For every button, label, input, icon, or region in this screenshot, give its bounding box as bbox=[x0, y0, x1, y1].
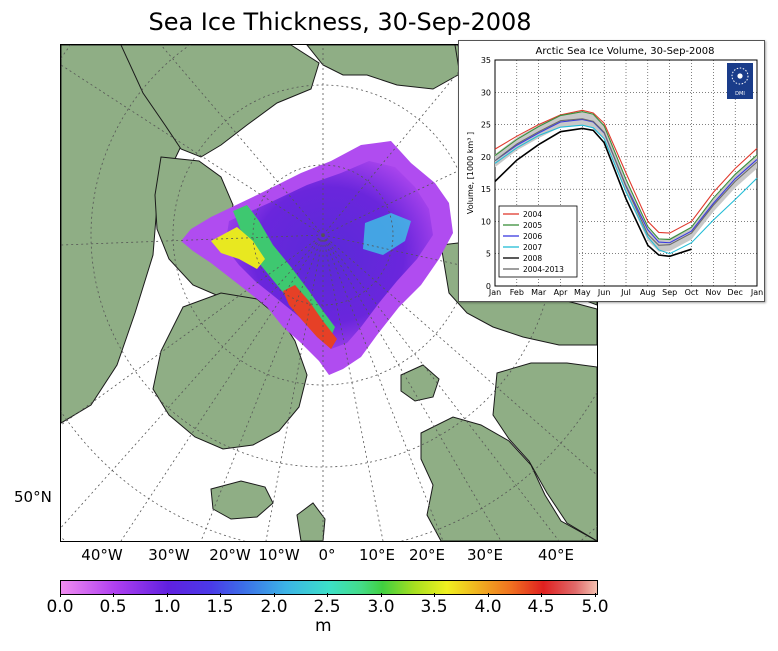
colorbar-tick bbox=[113, 593, 114, 597]
series-line-2005 bbox=[494, 111, 758, 241]
colorbar-label: 3.5 bbox=[420, 597, 448, 617]
mean-range-band bbox=[495, 112, 757, 252]
lon-label-20e: 20°E bbox=[408, 546, 446, 564]
dmi-logo-stars-icon bbox=[731, 67, 749, 85]
colorbar-unit: m bbox=[315, 616, 332, 636]
dmi-logo-box bbox=[727, 63, 753, 99]
sea-ice-yellow bbox=[211, 227, 265, 269]
series-line-2007 bbox=[494, 124, 758, 255]
colorbar-tick bbox=[488, 593, 489, 597]
x-tick-label: Jan bbox=[750, 288, 763, 297]
x-tick-label: Oct bbox=[685, 288, 699, 297]
x-tick-label: Nov bbox=[706, 288, 722, 297]
sea-ice bbox=[181, 141, 453, 375]
colorbar-tick bbox=[434, 593, 435, 597]
y-tick-label: 25 bbox=[481, 121, 491, 130]
axis-layer: Jan Feb Mar Apr May Jun Jul Aug Sep Oct Nov Dec Jan0… bbox=[481, 56, 763, 297]
series-line-2004-2013 bbox=[494, 118, 758, 246]
legend-label: 2004-2013 bbox=[523, 265, 564, 274]
x-tick-label: Dec bbox=[727, 288, 742, 297]
land-iceland bbox=[210, 480, 274, 520]
colorbar-tick bbox=[220, 593, 221, 597]
series-line-2008 bbox=[494, 127, 692, 258]
x-tick-label: Aug bbox=[640, 288, 656, 297]
sea-ice-cyan bbox=[363, 213, 411, 255]
colorbar-label: 0.0 bbox=[46, 597, 74, 617]
x-tick-label: May bbox=[574, 288, 591, 297]
colorbar-tick bbox=[274, 593, 275, 597]
colorbar-tick bbox=[595, 593, 596, 597]
colorbar-tick bbox=[541, 593, 542, 597]
land-uk bbox=[296, 502, 326, 541]
legend-box bbox=[498, 205, 578, 278]
x-tick-label: Apr bbox=[554, 288, 569, 297]
colorbar-tick bbox=[167, 593, 168, 597]
legend: 2004 2005 2006 2007 2008 2004-2013 bbox=[498, 205, 578, 278]
dmi-logo-text: DMI bbox=[735, 91, 745, 97]
x-tick-label: Jun bbox=[597, 288, 611, 297]
sea-ice-core bbox=[225, 161, 433, 349]
y-axis-label: Volume, [1000 km³ ] bbox=[466, 132, 475, 214]
colorbar-tick bbox=[327, 593, 328, 597]
colorbar-tick bbox=[381, 593, 382, 597]
volume-chart-inset: Arctic Sea Ice Volume, 30-Sep-2008 Jan Fe… bbox=[458, 40, 765, 302]
y-tick-label: 5 bbox=[486, 250, 491, 259]
colorbar-label: 4.5 bbox=[527, 597, 555, 617]
x-tick-label: Jan bbox=[488, 288, 501, 297]
colorbar-label: 5.0 bbox=[581, 597, 609, 617]
volume-chart: Arctic Sea Ice Volume, 30-Sep-2008 Jan Fe… bbox=[466, 46, 763, 297]
colorbar-label: 0.5 bbox=[99, 597, 127, 617]
lon-label-10w: 10°W bbox=[258, 546, 300, 564]
map-title: Sea Ice Thickness, 30-Sep-2008 bbox=[148, 8, 532, 36]
dmi-logo-crown-icon bbox=[737, 73, 743, 79]
lon-label-0: 0° bbox=[318, 546, 336, 564]
land-scandinavia bbox=[420, 416, 597, 541]
lon-label-40e: 40°E bbox=[537, 546, 575, 564]
y-tick-label: 0 bbox=[486, 282, 491, 291]
x-tick-label: Feb bbox=[510, 288, 524, 297]
lon-label-20w: 20°W bbox=[209, 546, 251, 564]
lat-label-50n: 50°N bbox=[14, 488, 52, 506]
y-tick-label: 20 bbox=[481, 153, 491, 162]
legend-label: 2007 bbox=[523, 243, 542, 252]
y-tick-label: 10 bbox=[481, 217, 491, 226]
lon-label-40w: 40°W bbox=[81, 546, 123, 564]
legend-label: 2005 bbox=[523, 221, 542, 230]
legend-label: 2008 bbox=[523, 254, 542, 263]
band-layer bbox=[495, 112, 757, 252]
y-tick-label: 35 bbox=[481, 56, 491, 65]
legend-label: 2006 bbox=[523, 232, 542, 241]
dmi-logo: DMI bbox=[727, 63, 753, 99]
x-tick-label: Mar bbox=[531, 288, 547, 297]
colorbar-label: 4.0 bbox=[474, 597, 502, 617]
legend-label: 2004 bbox=[523, 210, 542, 219]
land-svalbard bbox=[400, 364, 440, 402]
lon-label-30e: 30°E bbox=[466, 546, 504, 564]
colorbar-label: 1.0 bbox=[153, 597, 181, 617]
colorbar-label: 2.0 bbox=[260, 597, 288, 617]
land-canada-north bbox=[120, 45, 320, 158]
colorbar bbox=[60, 580, 598, 595]
lon-label-30w: 30°W bbox=[148, 546, 190, 564]
colorbar-label: 1.5 bbox=[206, 597, 234, 617]
land-greenland bbox=[152, 292, 308, 450]
series-layer bbox=[494, 109, 758, 258]
x-tick-label: Sep bbox=[662, 288, 677, 297]
y-tick-label: 15 bbox=[481, 185, 491, 194]
colorbar-label: 3.0 bbox=[367, 597, 395, 617]
chart-title: Arctic Sea Ice Volume, 30-Sep-2008 bbox=[536, 46, 715, 57]
colorbar-label: 2.5 bbox=[313, 597, 341, 617]
colorbar-tick bbox=[60, 593, 61, 597]
land-kola-russia bbox=[492, 362, 597, 541]
lon-label-10e: 10°E bbox=[358, 546, 396, 564]
y-tick-label: 30 bbox=[481, 88, 491, 97]
x-tick-label: Jul bbox=[620, 288, 631, 297]
series-line-2004 bbox=[494, 109, 758, 234]
polar-map-svg bbox=[61, 45, 597, 541]
